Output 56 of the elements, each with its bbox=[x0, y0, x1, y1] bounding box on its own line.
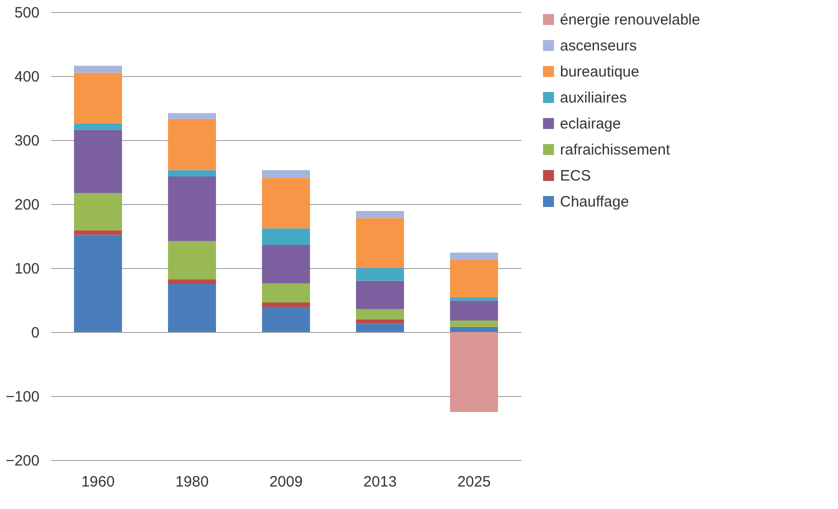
bar bbox=[450, 252, 498, 260]
bar bbox=[74, 130, 122, 194]
legend-label: bureautique bbox=[560, 64, 640, 80]
bar bbox=[356, 280, 404, 309]
bar bbox=[168, 280, 216, 284]
bar bbox=[356, 218, 404, 268]
bar bbox=[168, 241, 216, 280]
bar bbox=[168, 118, 216, 170]
bar bbox=[262, 307, 310, 332]
x-tick-label: 2013 bbox=[363, 474, 397, 490]
bar bbox=[450, 332, 498, 412]
bar bbox=[168, 176, 216, 242]
bar bbox=[168, 170, 216, 176]
legend-label: auxiliaires bbox=[560, 90, 627, 106]
y-tick-label: 500 bbox=[14, 4, 40, 22]
bar bbox=[262, 302, 310, 308]
bar bbox=[74, 234, 122, 332]
bar bbox=[74, 193, 122, 230]
y-tick-label: −100 bbox=[6, 388, 40, 406]
y-tick-label: 0 bbox=[31, 324, 40, 342]
legend-label: Chauffage bbox=[560, 194, 629, 210]
bar bbox=[450, 328, 498, 332]
legend-label: énergie renouvelable bbox=[560, 12, 700, 28]
x-tick-label: 2025 bbox=[457, 474, 491, 490]
x-tick-label: 2009 bbox=[269, 474, 303, 490]
bar bbox=[356, 268, 404, 281]
bar bbox=[450, 260, 498, 298]
bar bbox=[262, 228, 310, 245]
bar bbox=[74, 72, 122, 124]
x-tick-label: 1960 bbox=[81, 474, 115, 490]
bar bbox=[262, 178, 310, 228]
bar bbox=[262, 244, 310, 284]
bar bbox=[356, 211, 404, 218]
bar bbox=[168, 284, 216, 332]
bar bbox=[450, 300, 498, 320]
y-tick-label: −200 bbox=[6, 452, 40, 470]
x-tick-label: 1980 bbox=[175, 474, 209, 490]
bar bbox=[356, 324, 404, 332]
legend-label: eclairage bbox=[560, 116, 621, 132]
y-tick-label: 400 bbox=[14, 68, 40, 86]
bar bbox=[356, 308, 404, 320]
bar bbox=[74, 66, 122, 73]
y-tick-label: 200 bbox=[14, 196, 40, 214]
bar bbox=[450, 320, 498, 327]
bar bbox=[74, 123, 122, 130]
legend-label: rafraichissement bbox=[560, 142, 671, 158]
bar bbox=[74, 230, 122, 235]
bar bbox=[356, 319, 404, 324]
bar bbox=[262, 283, 310, 303]
legend-label: ECS bbox=[560, 168, 591, 184]
y-tick-label: 300 bbox=[14, 132, 40, 150]
bar bbox=[168, 113, 216, 119]
y-tick-label: 100 bbox=[14, 260, 40, 278]
bar bbox=[262, 170, 310, 178]
legend-label: ascenseurs bbox=[560, 38, 637, 54]
bar bbox=[450, 297, 498, 301]
